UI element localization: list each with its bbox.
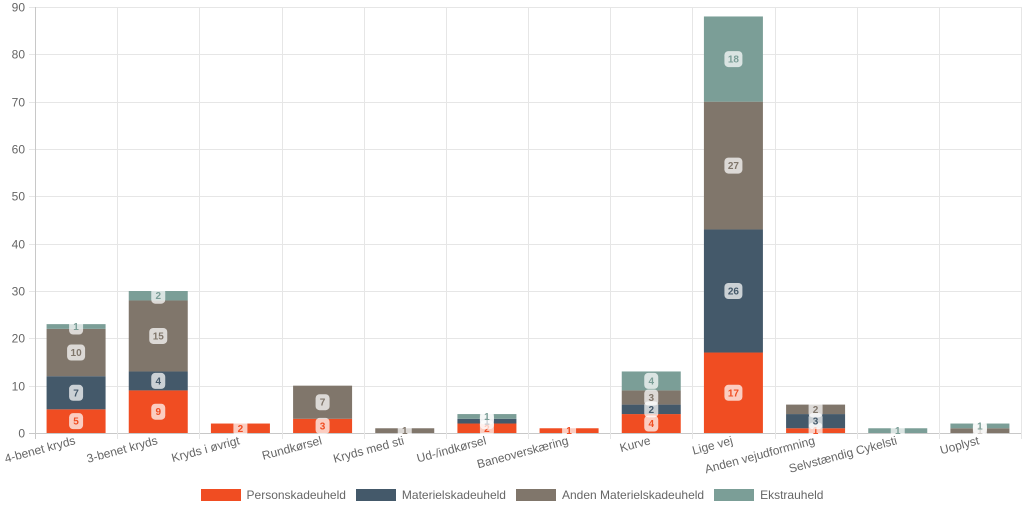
legend-label: Personskadeuheld: [246, 488, 346, 502]
data-label-background: [724, 384, 743, 401]
data-label-background: [644, 415, 659, 432]
data-label-background: [69, 413, 84, 430]
data-label: 2: [238, 424, 244, 435]
data-label-background: [67, 344, 86, 361]
data-label-background: [562, 422, 577, 439]
x-tick-label: Kurve: [618, 433, 652, 455]
y-tick-label: 0: [18, 427, 25, 441]
data-label: 5: [73, 417, 79, 428]
data-label-background: [724, 157, 743, 174]
chart-legend: Personskadeuheld Materielskadeuheld Anden …: [0, 486, 1024, 504]
data-label-background: [724, 51, 743, 68]
data-label-background: [151, 287, 166, 304]
data-label-background: [724, 283, 743, 299]
data-label: 27: [728, 161, 740, 172]
data-label: 1: [484, 412, 490, 423]
legend-label: Anden Materielskadeuheld: [561, 488, 705, 502]
x-tick-label: Kryds i øvrigt: [170, 433, 242, 465]
x-tick-label: Uoplyst: [938, 433, 981, 457]
data-label: 4: [648, 376, 654, 387]
data-label-background: [644, 372, 659, 389]
x-tick-label: Lige vej: [691, 433, 735, 457]
legend-item[interactable]: Anden Materielskadeuheld: [515, 488, 705, 502]
data-label: 4: [648, 419, 654, 430]
x-tick-label: Rundkørsel: [260, 433, 323, 462]
x-tick-label: 4-benet kryds: [3, 433, 77, 465]
data-label-background: [479, 408, 494, 425]
legend-item[interactable]: Materielskadeuheld: [355, 488, 506, 502]
data-label-background: [808, 401, 823, 418]
data-label-background: [972, 417, 987, 434]
y-tick-label: 80: [12, 48, 26, 62]
data-label: 17: [728, 388, 740, 399]
data-label: 2: [648, 405, 654, 416]
data-label: 2: [484, 424, 490, 435]
y-tick-label: 50: [12, 190, 26, 204]
y-tick-label: 70: [12, 96, 26, 110]
x-tick-label: Baneoverskæring: [475, 433, 569, 471]
y-tick-label: 20: [12, 332, 26, 346]
y-tick-label: 40: [12, 238, 26, 252]
data-label-background: [397, 422, 412, 439]
data-label: 18: [728, 55, 740, 66]
data-label: 2: [155, 291, 161, 302]
legend-label: Ekstrauheld: [760, 488, 824, 502]
data-label-background: [149, 327, 168, 344]
legend-swatch: [515, 489, 556, 501]
data-label: 26: [728, 287, 740, 298]
x-tick-label: Kryds med sti: [332, 433, 406, 465]
legend-swatch: [200, 489, 241, 501]
data-label: 1: [813, 426, 819, 437]
legend-item[interactable]: Ekstrauheld: [714, 488, 823, 502]
data-label: 1: [977, 421, 983, 432]
data-label: 3: [813, 417, 819, 428]
data-label: 4: [155, 376, 161, 387]
y-tick-label: 10: [12, 380, 26, 394]
data-label: 3: [320, 421, 326, 432]
y-tick-label: 90: [12, 1, 26, 15]
data-label-background: [151, 403, 166, 420]
legend-swatch: [714, 489, 755, 501]
data-label-background: [644, 389, 659, 406]
data-label-background: [69, 384, 84, 401]
data-label: 1: [895, 426, 901, 437]
data-label: 15: [153, 331, 165, 342]
data-label: 9: [155, 407, 161, 418]
data-label-background: [890, 422, 905, 439]
data-label-background: [315, 417, 330, 434]
x-tick-label: 3-benet kryds: [85, 433, 159, 465]
data-label: 1: [566, 426, 572, 437]
legend-swatch: [355, 489, 396, 501]
data-label: 1: [402, 426, 408, 437]
data-label: 1: [73, 322, 79, 333]
legend-item[interactable]: Personskadeuheld: [200, 488, 346, 502]
stacked-bar-chart: 0102030405060708090571019415223712111423…: [3, 1, 1022, 476]
data-label: 10: [71, 348, 83, 359]
data-label-background: [69, 318, 84, 335]
data-label: 7: [320, 398, 326, 409]
legend-label: Materielskadeuheld: [401, 488, 506, 502]
y-tick-label: 60: [12, 143, 26, 157]
data-label: 7: [73, 388, 79, 399]
data-label: 2: [813, 405, 819, 416]
data-label-background: [151, 372, 166, 389]
data-label-background: [233, 420, 248, 437]
y-tick-label: 30: [12, 285, 26, 299]
data-label-background: [315, 394, 330, 411]
data-label: 3: [648, 393, 654, 404]
